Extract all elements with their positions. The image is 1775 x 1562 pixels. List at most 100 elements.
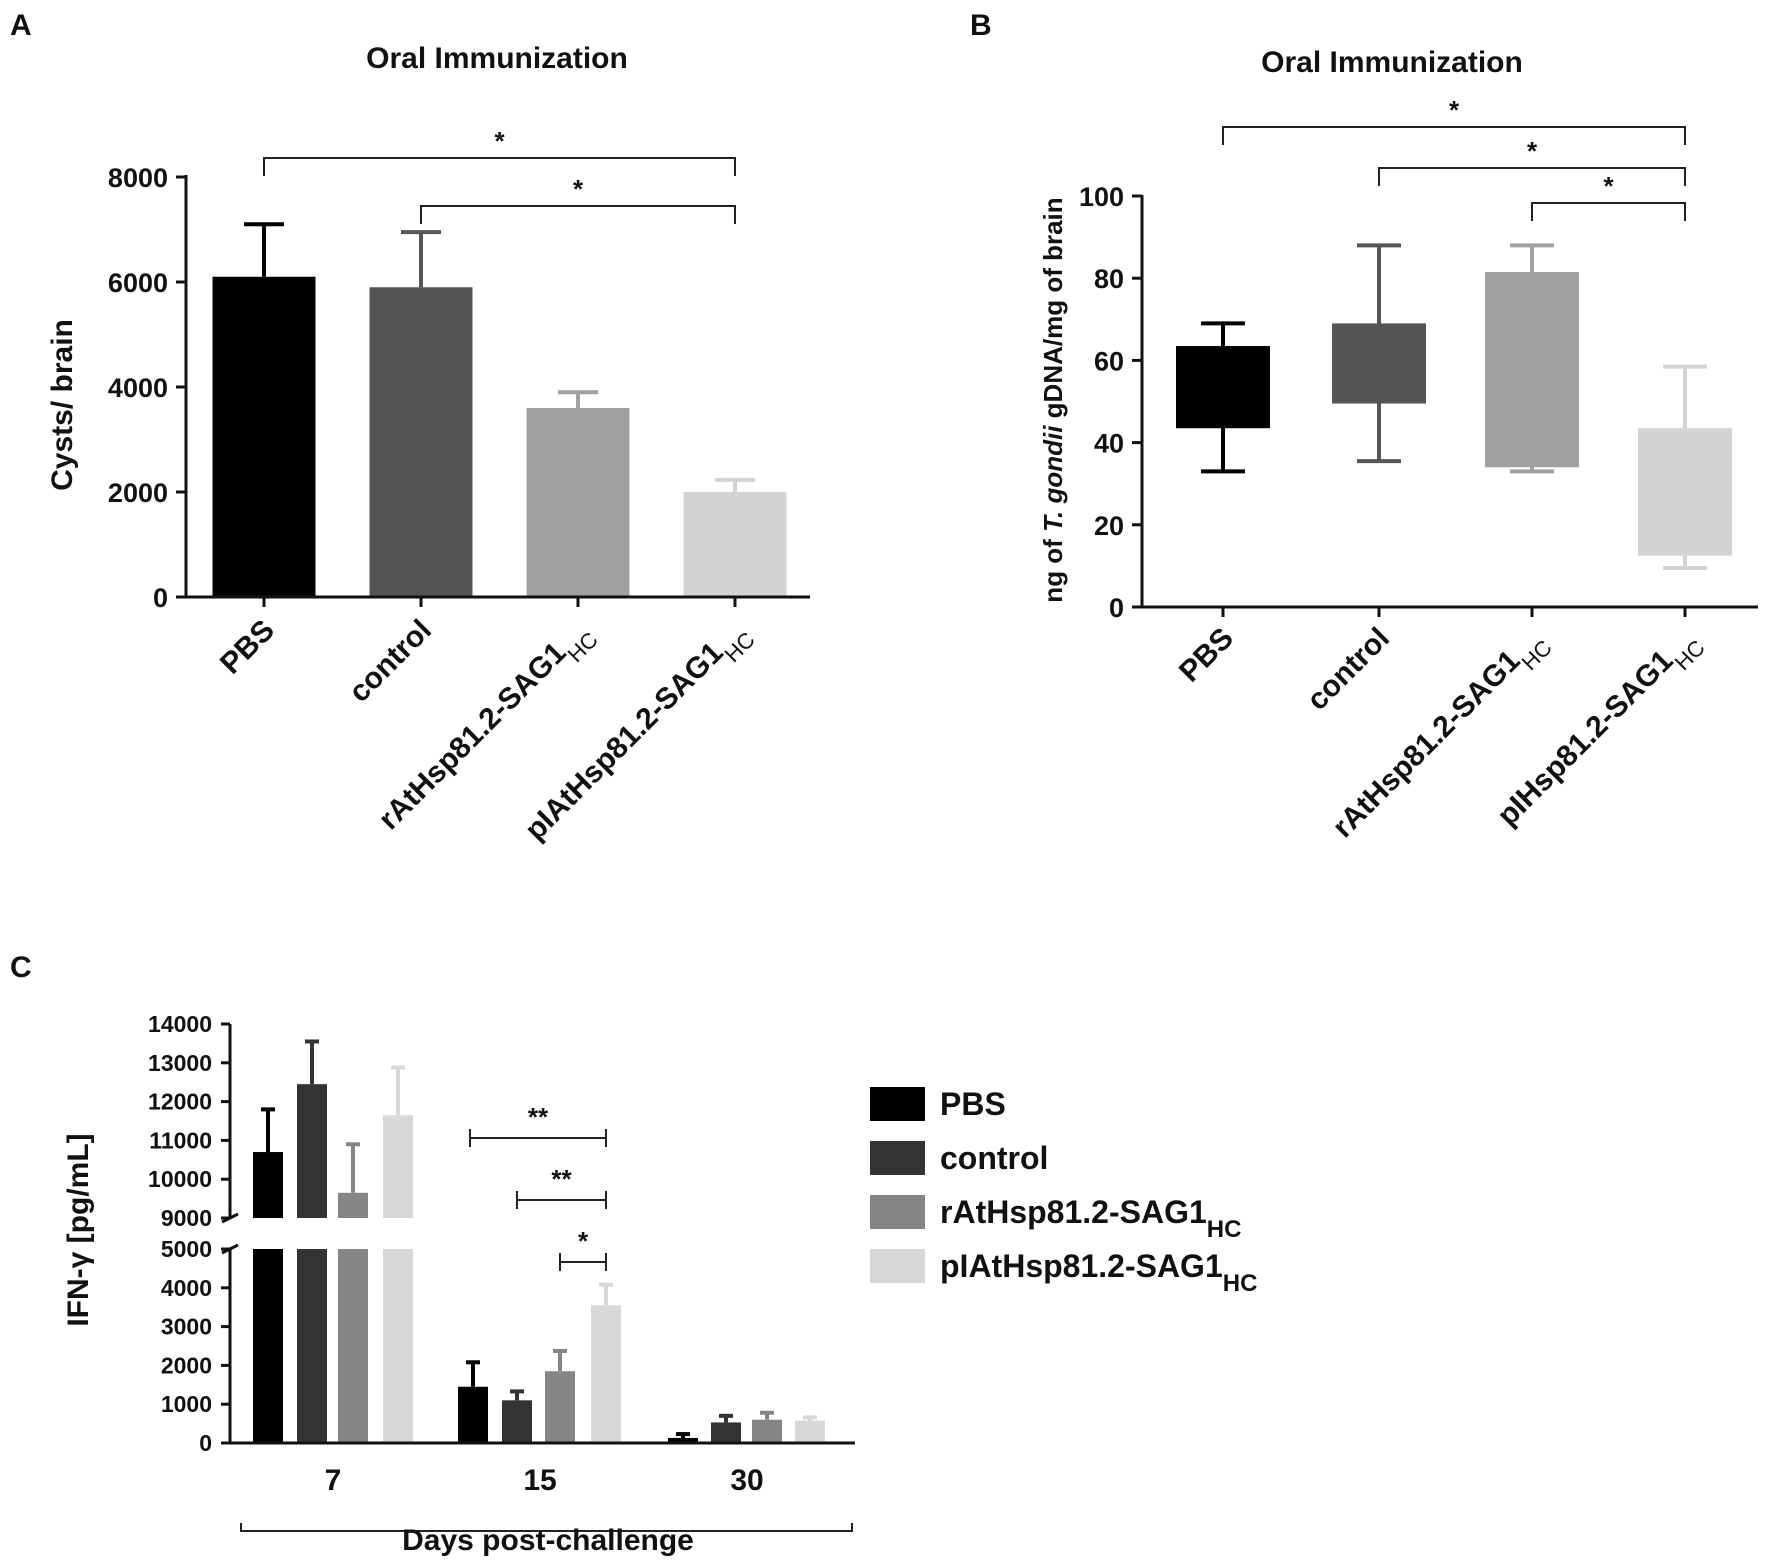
panel-c-significance-bracket [559, 1253, 607, 1271]
panel-a-significance: ** [263, 126, 736, 224]
panel-c-significance-bracket [469, 1129, 607, 1147]
panel-a-category-label: PBS [214, 614, 281, 681]
panel-a-y-ticks: 0 2000 4000 6000 8000 [108, 163, 186, 613]
panel-c-y-tick-label: 13000 [148, 1050, 212, 1076]
panel-b-category-labels: PBS controlrAtHsp81.2-SAG1HCpIHsp81.2-SAG… [1173, 622, 1709, 845]
panel-c-y-tick-label: 14000 [148, 1011, 212, 1037]
panel-b-y-label-prefix: ng of [1038, 532, 1068, 603]
panel-a-significance-bracket [263, 157, 736, 176]
panel-a-significance-label: * [494, 126, 505, 156]
panel-c-day-label: 15 [523, 1464, 556, 1497]
panel-c-y-tick-label: 3000 [161, 1314, 212, 1340]
panel-b-y-tick-label: 40 [1094, 429, 1124, 459]
panel-b-box [1176, 346, 1270, 429]
panel-a-y-tick-label: 6000 [108, 268, 168, 298]
panel-b-significance: * * * [1222, 95, 1686, 221]
panel-c-legend-label-main: PBS [940, 1086, 1006, 1122]
panel-c-bars [253, 1084, 825, 1443]
panel-b-significance-bracket [1222, 126, 1686, 145]
panel-b-y-tick-label: 80 [1094, 264, 1124, 294]
panel-c-significance-bracket [516, 1191, 607, 1209]
panel-a-category-label: control [343, 614, 438, 709]
panel-c-y-tick-label: 11000 [149, 1127, 212, 1153]
panel-c-y-tick-label: 2000 [161, 1352, 212, 1378]
panel-b-boxes [1176, 243, 1732, 570]
panel-a-y-tick-label: 2000 [108, 478, 168, 508]
panel-a-y-tick-label: 8000 [108, 163, 168, 193]
panel-b-significance-bracket [1531, 202, 1686, 221]
panel-c-y-ticks: 0 1000 2000 3000 4000 5000 9000 10000 11000 12000… [148, 1011, 230, 1456]
panel-b-significance-bracket [1378, 167, 1686, 186]
panel-a-bar [369, 287, 473, 597]
panel-c-legend-label: rAtHsp81.2-SAG1HC [940, 1194, 1241, 1243]
panel-a-title: Oral Immunization [366, 42, 628, 75]
panel-a-bar [526, 408, 630, 597]
panel-c-bar-lower [338, 1249, 368, 1443]
panel-c-bar [711, 1422, 741, 1443]
panel-b-category-label-main: PBS [1173, 622, 1240, 689]
panel-c-y-tick-label: 4000 [161, 1275, 212, 1301]
panel-a-letter: A [10, 9, 32, 42]
panel-b-significance-label: * [1603, 171, 1614, 201]
panel-c-axes [221, 1024, 855, 1445]
panel-c-bar [668, 1437, 698, 1443]
panel-c-y-tick-label: 1000 [161, 1391, 212, 1417]
panel-a-significance-bracket [420, 205, 736, 224]
panel-c-bar-lower [383, 1249, 413, 1443]
panel-c-bar-lower [297, 1249, 327, 1443]
panel-b-category-label: PBS [1173, 622, 1240, 689]
panel-a: A Oral Immunization Cysts/ brain 0 2000 40… [10, 9, 810, 847]
panel-a-significance-label: * [573, 174, 584, 204]
panel-c-x-axis-bracket [240, 1523, 853, 1532]
panel-c-error-bars [261, 1039, 817, 1438]
panel-c-bar [458, 1386, 488, 1443]
panel-b: B Oral Immunization ng of T. gondii gDNA… [970, 9, 1758, 845]
panel-a-y-tick-label: 0 [153, 583, 168, 613]
panel-b-y-tick-label: 20 [1094, 511, 1124, 541]
panel-b-title: Oral Immunization [1261, 46, 1523, 79]
panel-c-y-tick-label: 0 [199, 1430, 212, 1456]
panel-c-legend-swatch [870, 1087, 925, 1121]
panel-b-letter: B [970, 9, 992, 42]
panel-c-legend-label-subscript: HC [1223, 1270, 1258, 1297]
panel-c-bar-lower [253, 1249, 283, 1443]
panel-b-box [1485, 272, 1579, 468]
panel-b-box [1638, 428, 1732, 556]
panel-c-significance-label: ** [551, 1164, 572, 1194]
panel-c-axis-break-mark [221, 1243, 239, 1255]
panel-a-x-ticks [262, 597, 737, 607]
panel-c-bar [502, 1400, 532, 1443]
panel-b-y-tick-label: 0 [1109, 593, 1124, 623]
panel-c-y-axis-label: IFN-γ [pg/mL] [62, 1133, 95, 1326]
panel-c-day-label: 7 [325, 1464, 342, 1497]
panel-c-legend-label-main: rAtHsp81.2-SAG1 [940, 1194, 1207, 1230]
panel-c-bar [591, 1305, 621, 1443]
panel-c-significance-label: ** [528, 1102, 549, 1132]
panel-a-y-axis-label: Cysts/ brain [46, 319, 79, 491]
panel-c-legend-label-main: control [940, 1140, 1048, 1176]
panel-c-bar [752, 1419, 782, 1443]
panel-b-y-label-species: T. gondii [1038, 425, 1068, 532]
panel-c-bar-upper [297, 1084, 327, 1218]
panel-c-day-label: 30 [730, 1464, 763, 1497]
panel-c-legend-label-subscript: HC [1207, 1216, 1242, 1243]
panel-a-y-tick-label: 4000 [108, 373, 168, 403]
panel-a-bar [212, 276, 316, 597]
panel-c-legend-label: pIAtHsp81.2-SAG1HC [940, 1248, 1257, 1297]
panel-c-significance-label: * [578, 1226, 589, 1256]
panel-a-bars [212, 276, 787, 597]
panel-c-x-axis-label: Days post-challenge [402, 1524, 694, 1557]
panel-c-y-tick-label: 9000 [161, 1205, 212, 1231]
panel-b-significance-label: * [1527, 136, 1538, 166]
panel-c-legend-swatch [870, 1195, 925, 1229]
panel-a-category-labels: PBS controlrAtHsp81.2-SAG1HCpIAtHsp81.2-S… [214, 614, 759, 847]
panel-c-bar-upper [253, 1152, 283, 1218]
panel-c-letter: C [10, 951, 32, 984]
panel-a-error-bars [244, 222, 755, 492]
panel-c-legend-swatch [870, 1249, 925, 1283]
panel-c-significance: ***** [469, 1102, 607, 1271]
panel-c-legend-label-main: pIAtHsp81.2-SAG1 [940, 1248, 1223, 1284]
panel-c-bar [545, 1371, 575, 1443]
panel-c-y-tick-label: 5000 [161, 1236, 212, 1262]
